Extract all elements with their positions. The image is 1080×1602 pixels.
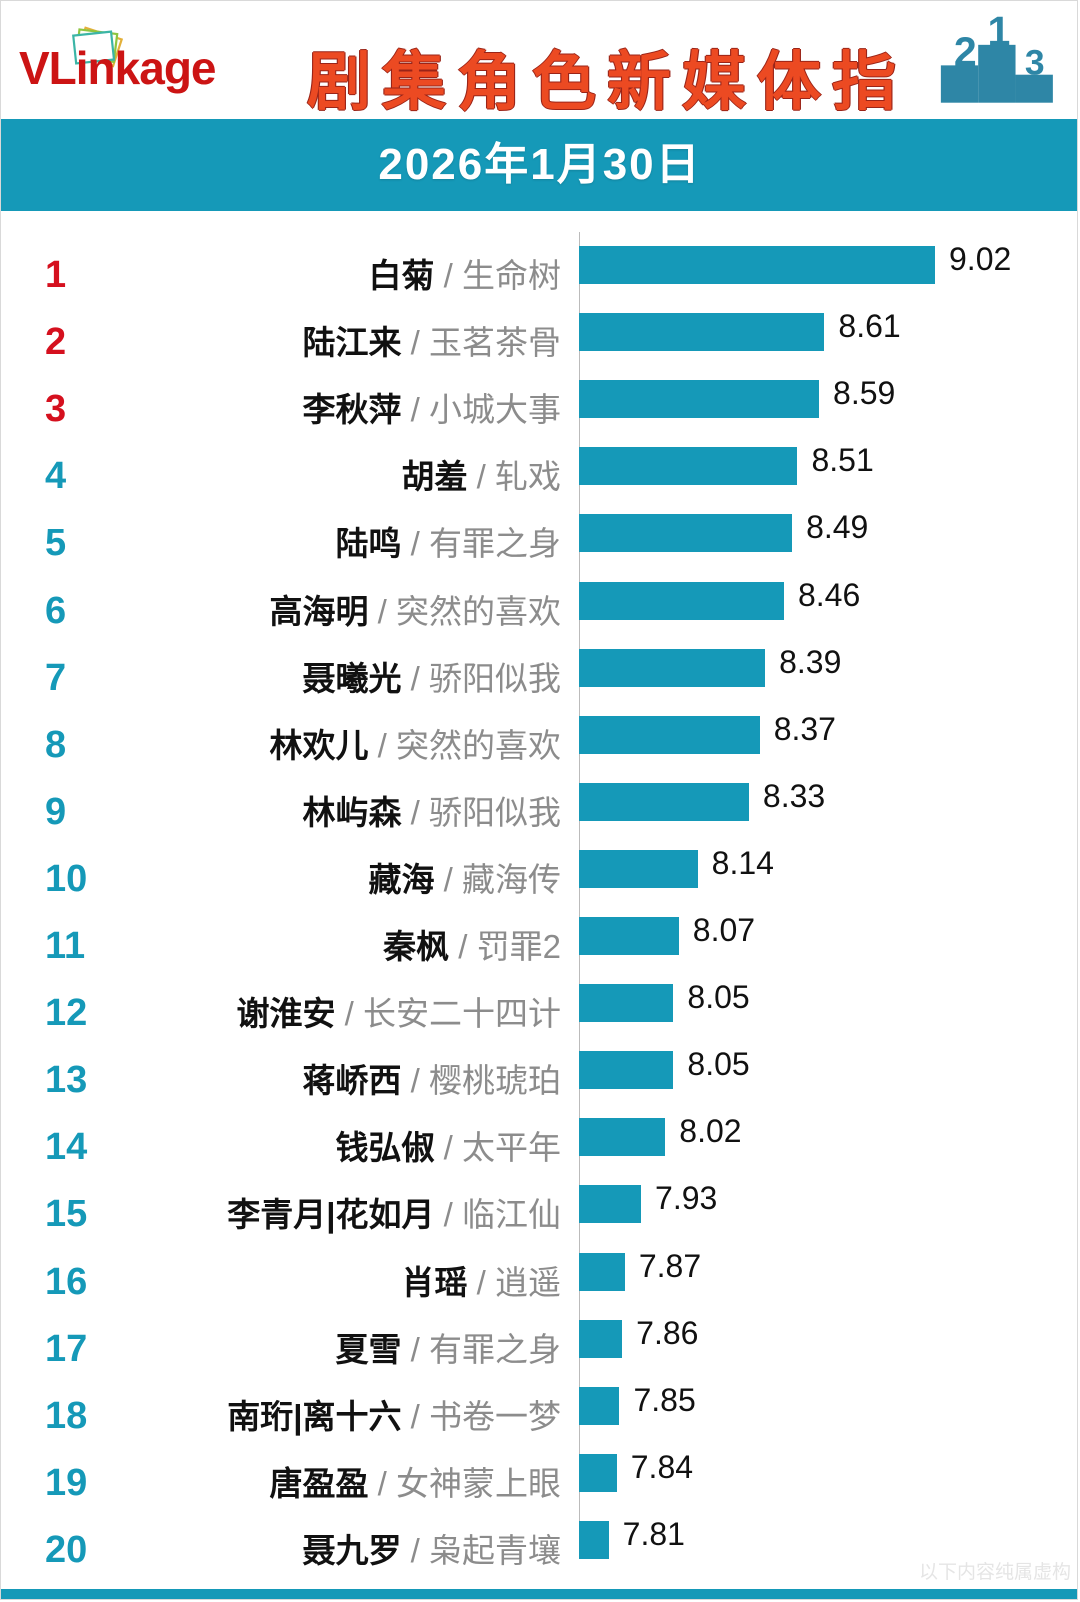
svg-text:3: 3 xyxy=(1025,43,1045,83)
svg-text:1: 1 xyxy=(988,16,1011,54)
svg-text:2: 2 xyxy=(954,28,977,74)
